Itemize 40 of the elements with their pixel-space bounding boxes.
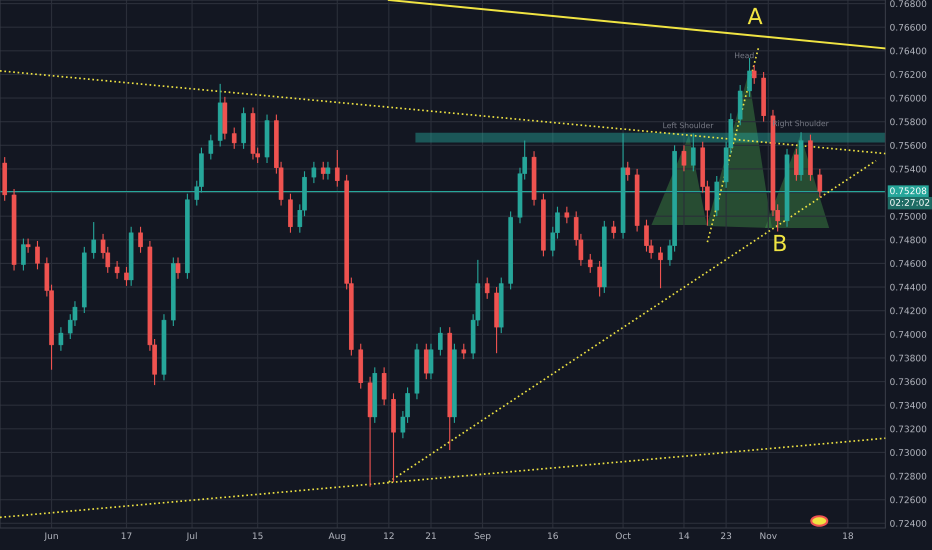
x-tick-label: 17 <box>122 532 132 540</box>
y-tick-label: 0.72400 <box>890 520 926 527</box>
y-tick-label: 0.75800 <box>890 118 926 126</box>
y-tick-label: 0.74000 <box>890 331 926 338</box>
y-tick-label: 0.74800 <box>890 236 926 244</box>
y-tick-label: 0.73000 <box>890 449 926 456</box>
y-tick-label: 0.75400 <box>890 166 926 172</box>
y-tick-label: 0.73600 <box>890 378 926 386</box>
x-tick-label: 15 <box>252 532 263 540</box>
y-tick-label: 0.76600 <box>890 24 926 31</box>
x-tick-label: 23 <box>721 532 732 540</box>
y-tick-label: 0.76800 <box>890 0 926 8</box>
y-tick-label: 0.73800 <box>890 354 926 362</box>
y-tick-label: 0.76400 <box>890 48 926 54</box>
y-tick-label: 0.76000 <box>890 94 926 102</box>
y-tick-label: 0.74200 <box>890 307 926 314</box>
ref-line-label: 0.75208 <box>890 187 926 194</box>
text: 02:27:02 <box>890 199 930 206</box>
x-tick-label: Jun <box>44 532 58 541</box>
annotation: A <box>748 8 763 24</box>
annotation: B <box>774 234 786 252</box>
y-tick-label: 0.72800 <box>890 472 926 480</box>
x-tick-label: 12 <box>384 532 394 540</box>
y-tick-label: 0.72600 <box>890 496 926 504</box>
x-tick-label: 14 <box>679 532 690 540</box>
x-tick-label: Aug <box>328 532 346 541</box>
y-tick-label: 0.75000 <box>890 212 926 220</box>
y-tick-label: 0.73400 <box>890 402 926 409</box>
y-tick-label: 0.75600 <box>890 142 926 149</box>
x-tick-label: 16 <box>548 532 558 540</box>
x-tick-label: Nov <box>760 532 777 540</box>
y-tick-label: 0.73200 <box>890 426 926 432</box>
x-tick-label: Oct <box>616 532 631 540</box>
x-tick-label: Jul <box>186 532 197 541</box>
x-tick-label: 18 <box>843 532 854 540</box>
y-tick-label: 0.76200 <box>890 71 926 78</box>
y-tick-label: 0.74400 <box>890 284 926 291</box>
y-tick-label: 0.74600 <box>890 260 926 267</box>
x-tick-label: Sep <box>474 532 491 541</box>
x-tick-label: 21 <box>426 532 436 540</box>
